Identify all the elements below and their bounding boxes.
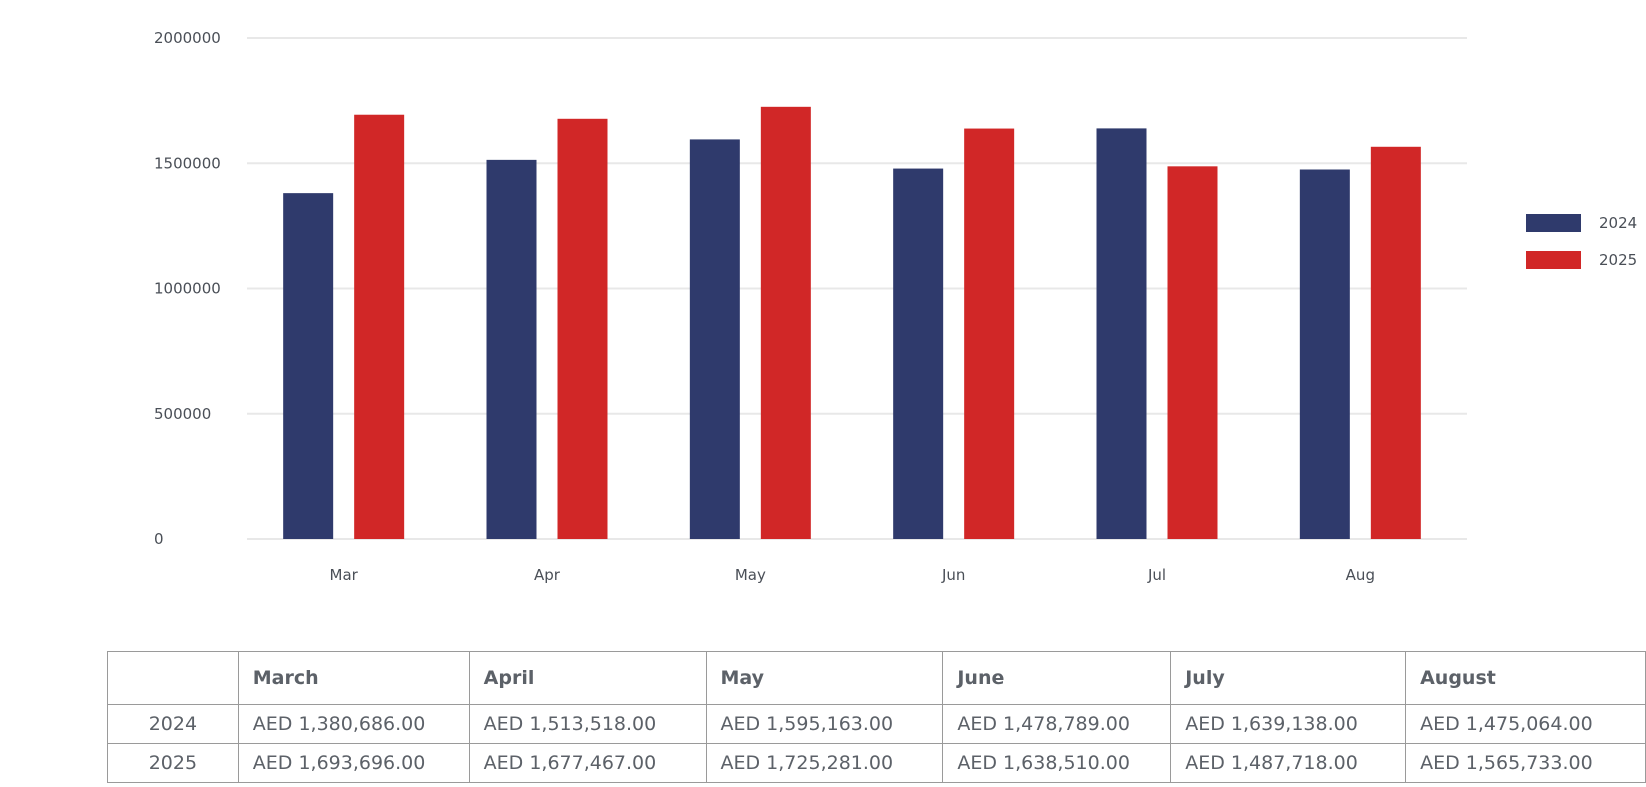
column-header-july: July xyxy=(1170,651,1407,705)
y-axis-ticks: 0 500000 1000000 1500000 2000000 xyxy=(154,29,221,548)
bar-2024-jul xyxy=(1096,128,1147,539)
column-header-june: June xyxy=(942,651,1172,705)
table-cell: AED 1,380,686.00 xyxy=(237,704,470,744)
bar-2024-mar xyxy=(283,193,334,539)
table-row: 2024 AED 1,380,686.00 AED 1,513,518.00 A… xyxy=(107,704,1646,744)
table-cell: AED 1,693,696.00 xyxy=(237,743,470,783)
bars xyxy=(283,106,1421,540)
table-cell: AED 1,725,281.00 xyxy=(705,743,944,783)
bar-2024-aug xyxy=(1299,169,1350,540)
bar-2025-jun xyxy=(964,128,1015,540)
table-header-row: March April May June July August xyxy=(107,651,1646,705)
table-row: 2025 AED 1,693,696.00 AED 1,677,467.00 A… xyxy=(107,743,1646,783)
y-tick-label: 1000000 xyxy=(154,280,221,298)
data-table: March April May June July August 2024 AE… xyxy=(107,651,1646,783)
bar-2025-aug xyxy=(1370,146,1421,540)
bar-2024-jun xyxy=(893,168,944,539)
bar-2025-mar xyxy=(354,114,405,539)
bar-2024-may xyxy=(689,139,740,539)
bar-2025-may xyxy=(760,106,811,539)
legend-label-2025: 2025 xyxy=(1599,251,1637,269)
y-tick-label: 500000 xyxy=(154,405,211,423)
table-corner-cell xyxy=(107,651,239,705)
x-tick-label: Jul xyxy=(1147,566,1166,584)
y-tick-label: 0 xyxy=(154,530,164,548)
legend-label-2024: 2024 xyxy=(1599,214,1637,232)
table-cell: AED 1,487,718.00 xyxy=(1170,743,1407,783)
column-header-march: March xyxy=(237,651,470,705)
legend-swatch-2024 xyxy=(1526,214,1581,232)
column-header-april: April xyxy=(468,651,707,705)
x-tick-label: Aug xyxy=(1346,566,1375,584)
table-cell: AED 1,595,163.00 xyxy=(705,704,944,744)
table-cell: AED 1,639,138.00 xyxy=(1170,704,1407,744)
x-axis-ticks: Mar Apr May Jun Jul Aug xyxy=(330,566,1375,584)
x-tick-label: Mar xyxy=(330,566,359,584)
bar-chart: 0 500000 1000000 1500000 2000000 Mar Apr May Ju… xyxy=(154,29,1637,584)
bar-2025-jul xyxy=(1167,166,1218,539)
y-tick-label: 2000000 xyxy=(154,29,221,47)
row-label-2024: 2024 xyxy=(107,704,239,744)
table-cell: AED 1,565,733.00 xyxy=(1405,743,1646,783)
x-tick-label: Jun xyxy=(941,566,965,584)
column-header-august: August xyxy=(1405,651,1646,705)
table-cell: AED 1,638,510.00 xyxy=(942,743,1172,783)
legend: 2024 2025 xyxy=(1526,214,1637,269)
table-cell: AED 1,513,518.00 xyxy=(468,704,707,744)
bar-2025-apr xyxy=(557,118,608,539)
x-tick-label: May xyxy=(735,566,766,584)
x-tick-label: Apr xyxy=(534,566,561,584)
table-cell: AED 1,478,789.00 xyxy=(942,704,1172,744)
y-tick-label: 1500000 xyxy=(154,154,221,172)
table-cell: AED 1,475,064.00 xyxy=(1405,704,1646,744)
table-cell: AED 1,677,467.00 xyxy=(468,743,707,783)
bar-2024-apr xyxy=(486,159,537,539)
column-header-may: May xyxy=(705,651,944,705)
gridlines xyxy=(247,37,1467,540)
legend-swatch-2025 xyxy=(1526,251,1581,269)
row-label-2025: 2025 xyxy=(107,743,239,783)
